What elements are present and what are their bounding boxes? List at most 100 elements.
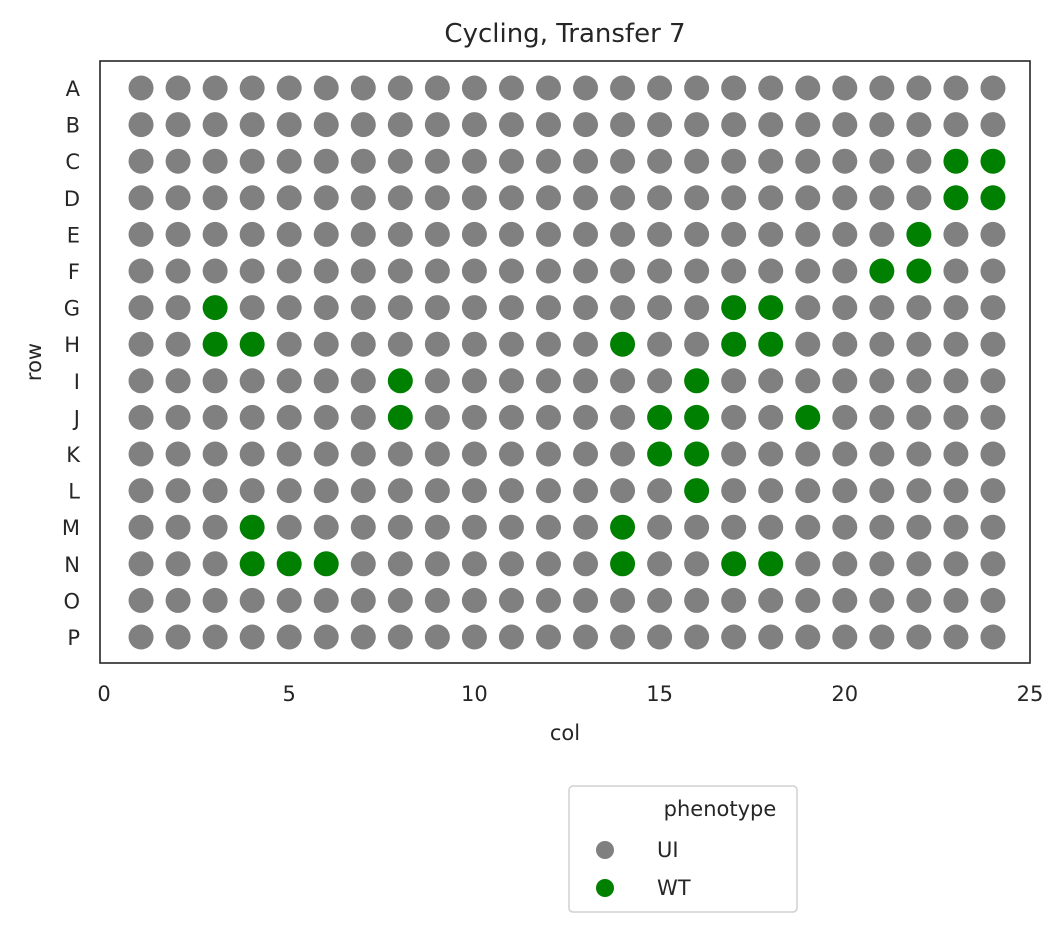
point-ui-J2 [165,404,191,430]
point-ui-K22 [906,441,932,467]
point-ui-A9 [424,75,450,101]
point-ui-P22 [906,624,932,650]
y-tick-label-G: G [64,297,80,321]
x-tick-label-10: 10 [461,682,488,706]
x-tick-label-15: 15 [646,682,673,706]
y-tick-label-F: F [68,260,80,284]
point-ui-D21 [869,185,895,211]
point-ui-O21 [869,587,895,613]
point-ui-O5 [276,587,302,613]
point-ui-H19 [795,331,821,357]
point-ui-O6 [313,587,339,613]
point-ui-L21 [869,478,895,504]
point-ui-I13 [573,368,599,394]
point-ui-K17 [721,441,747,467]
point-ui-L2 [165,478,191,504]
point-wt-H14 [610,331,636,357]
point-ui-L12 [535,478,561,504]
point-ui-H10 [461,331,487,357]
point-ui-M23 [943,514,969,540]
x-tick-label-5: 5 [283,682,296,706]
point-ui-N2 [165,551,191,577]
point-ui-C14 [610,148,636,174]
point-ui-H20 [832,331,858,357]
point-ui-P11 [498,624,524,650]
point-ui-L19 [795,478,821,504]
point-ui-B10 [461,112,487,138]
point-ui-I3 [202,368,228,394]
point-ui-D6 [313,185,339,211]
point-ui-I24 [980,368,1006,394]
point-ui-D20 [832,185,858,211]
point-ui-P5 [276,624,302,650]
point-ui-F5 [276,258,302,284]
point-ui-F9 [424,258,450,284]
point-ui-M8 [387,514,413,540]
point-ui-I18 [758,368,784,394]
point-ui-A19 [795,75,821,101]
point-ui-I4 [239,368,265,394]
point-ui-B21 [869,112,895,138]
y-tick-label-O: O [63,589,80,613]
point-ui-I10 [461,368,487,394]
point-ui-J7 [350,404,376,430]
point-ui-E19 [795,221,821,247]
point-ui-B18 [758,112,784,138]
y-tick-label-N: N [64,553,80,577]
point-wt-C24 [980,148,1006,174]
point-ui-C17 [721,148,747,174]
point-ui-A14 [610,75,636,101]
point-ui-M7 [350,514,376,540]
point-ui-E14 [610,221,636,247]
point-ui-F17 [721,258,747,284]
point-ui-F19 [795,258,821,284]
point-ui-L11 [498,478,524,504]
point-wt-G17 [721,295,747,321]
point-ui-J21 [869,404,895,430]
point-ui-F20 [832,258,858,284]
y-tick-label-J: J [72,406,80,430]
point-ui-C15 [647,148,673,174]
point-ui-B16 [684,112,710,138]
point-ui-A18 [758,75,784,101]
point-ui-H13 [573,331,599,357]
point-wt-H17 [721,331,747,357]
point-ui-E6 [313,221,339,247]
point-ui-L20 [832,478,858,504]
point-ui-J18 [758,404,784,430]
point-ui-F6 [313,258,339,284]
point-ui-K12 [535,441,561,467]
point-ui-K11 [498,441,524,467]
point-ui-N3 [202,551,228,577]
point-ui-D11 [498,185,524,211]
point-ui-I17 [721,368,747,394]
point-ui-O17 [721,587,747,613]
point-ui-M9 [424,514,450,540]
point-ui-J13 [573,404,599,430]
point-ui-B1 [128,112,154,138]
point-ui-F24 [980,258,1006,284]
point-wt-G18 [758,295,784,321]
point-ui-C13 [573,148,599,174]
legend-marker-ui [596,841,614,859]
point-ui-E12 [535,221,561,247]
point-ui-I20 [832,368,858,394]
point-ui-P19 [795,624,821,650]
point-ui-F10 [461,258,487,284]
point-ui-H8 [387,331,413,357]
point-ui-P1 [128,624,154,650]
point-ui-A20 [832,75,858,101]
point-ui-O16 [684,587,710,613]
point-ui-K7 [350,441,376,467]
point-ui-O22 [906,587,932,613]
point-wt-J15 [647,404,673,430]
point-ui-N16 [684,551,710,577]
point-ui-B4 [239,112,265,138]
point-wt-N14 [610,551,636,577]
point-wt-K16 [684,441,710,467]
point-ui-J5 [276,404,302,430]
point-ui-L4 [239,478,265,504]
point-wt-I8 [387,368,413,394]
point-ui-A4 [239,75,265,101]
